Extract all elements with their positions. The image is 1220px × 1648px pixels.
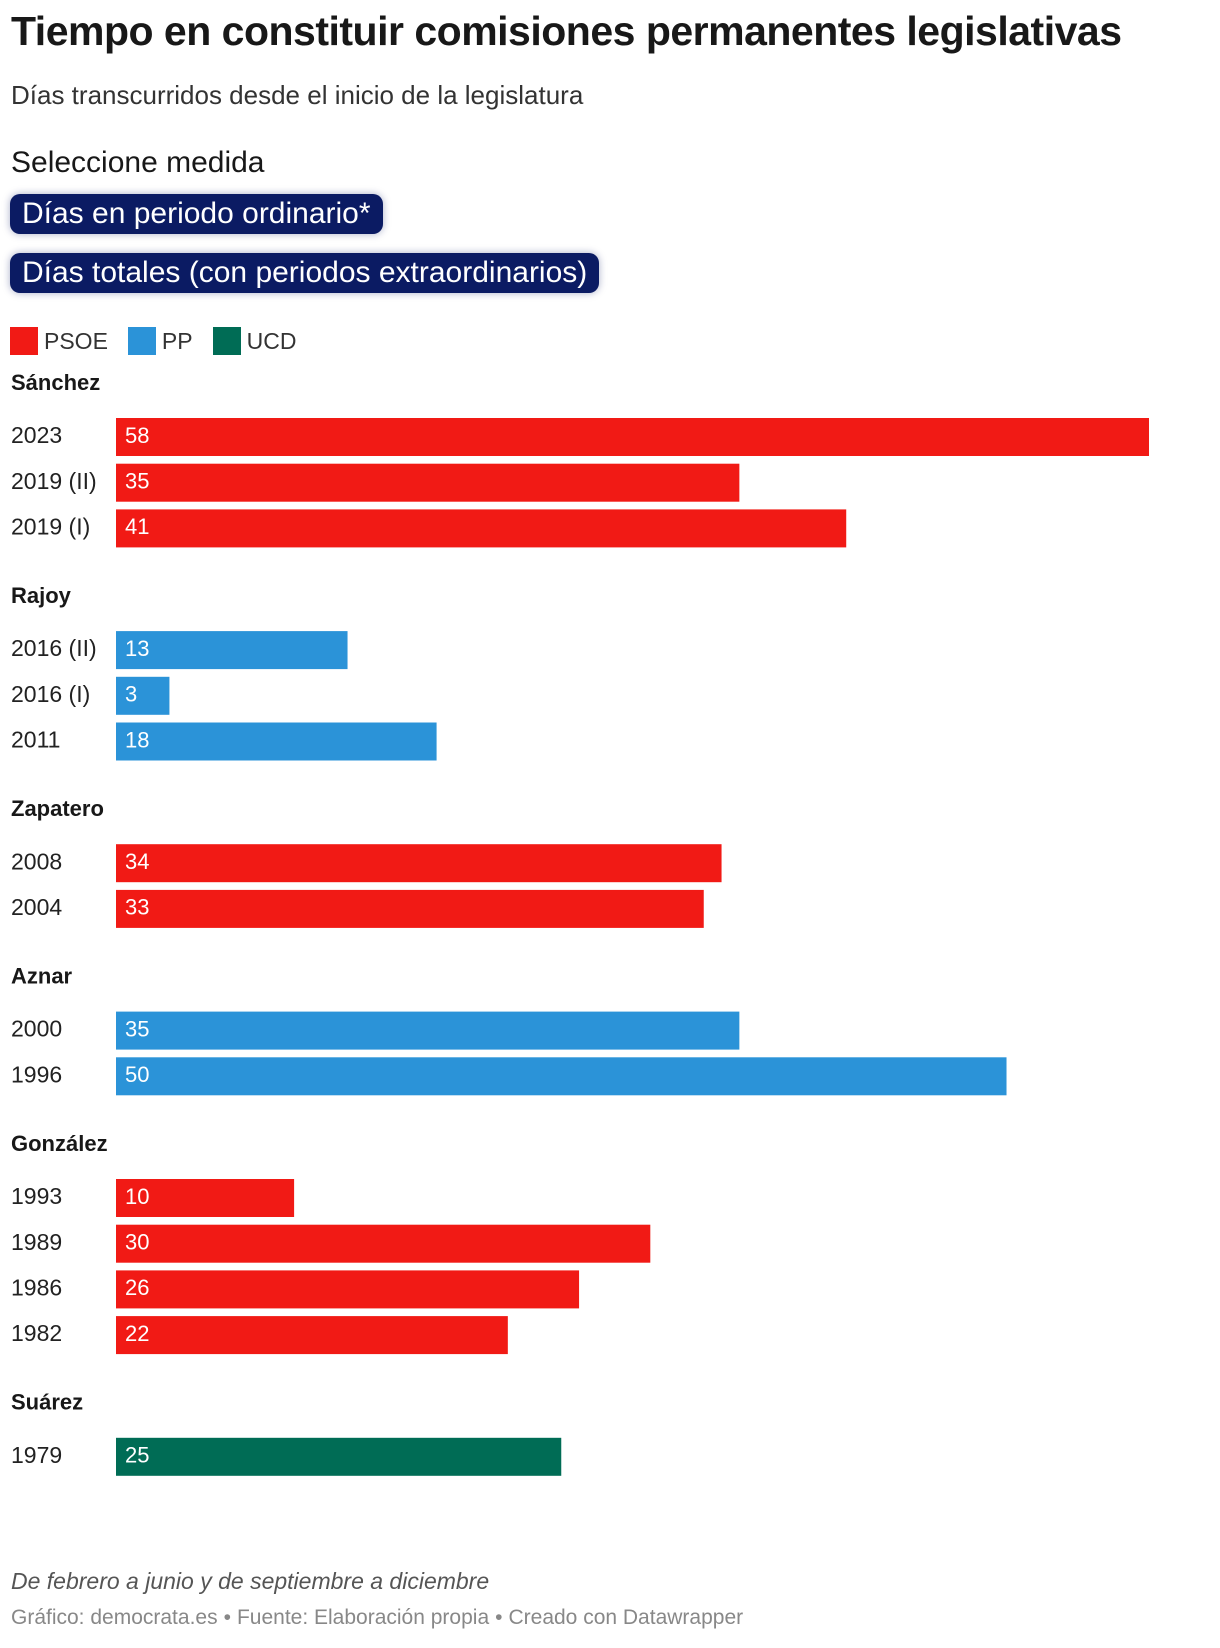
- bar-rajoy-2016-i: [116, 676, 170, 715]
- bar-sanchez-2023: [116, 418, 1149, 456]
- bar-value-label: 35: [125, 469, 149, 494]
- bar-gonzalez-1989: [116, 1224, 651, 1263]
- bar-value-label: 33: [125, 895, 149, 920]
- bar-value-label: 25: [125, 1443, 149, 1468]
- bar-gonzalez-1982: [116, 1316, 508, 1355]
- bar-value-label: 30: [125, 1230, 149, 1255]
- measure-selector-label: Seleccione medida: [11, 146, 265, 179]
- bar-sanchez-2019-ii: [116, 463, 740, 502]
- group-label-suarez: Suárez: [11, 1390, 83, 1415]
- category-label: 2011: [11, 727, 60, 753]
- category-label: 1982: [11, 1320, 62, 1346]
- credit-chart: Gráfico: democrata.es: [11, 1606, 218, 1629]
- category-label: 1993: [11, 1183, 62, 1209]
- category-label: 2004: [11, 894, 62, 920]
- bar-sanchez-2019-i: [116, 509, 847, 548]
- category-label: 1996: [11, 1061, 62, 1087]
- category-label: 1986: [11, 1274, 62, 1300]
- bar-chart: Sánchez 2023 58 2019 (II) 35 2019 (I) 41 Rajoy 2…: [11, 370, 1149, 1476]
- legend-item-psoe: PSOE: [10, 327, 108, 355]
- legend-item-pp: PP: [127, 327, 193, 355]
- group-label-aznar: Aznar: [11, 963, 73, 988]
- category-label: 2016 (II): [11, 635, 97, 661]
- bar-rajoy-2016-ii: [116, 631, 348, 670]
- bar-zapatero-2004: [116, 889, 704, 928]
- category-label: 2000: [11, 1016, 62, 1042]
- credit-separator: •: [495, 1606, 503, 1629]
- category-label: 1979: [11, 1442, 62, 1468]
- credit-source: Fuente: Elaboración propia: [236, 1606, 490, 1629]
- chart-title: Tiempo en constituir comisiones permanen…: [11, 8, 1122, 54]
- credit-tool: Creado con Datawrapper: [508, 1606, 744, 1629]
- bar-value-label: 13: [125, 636, 149, 661]
- category-label: 2016 (I): [11, 681, 90, 707]
- credit-separator: •: [223, 1606, 231, 1629]
- bar-value-label: 58: [125, 423, 149, 448]
- category-label: 2023: [11, 422, 62, 448]
- group-label-rajoy: Rajoy: [11, 583, 72, 608]
- bar-rajoy-2011: [116, 722, 437, 761]
- measure-option-total-days[interactable]: Días totales (con periodos extraordinari…: [10, 253, 600, 293]
- category-label: 2019 (I): [11, 513, 90, 539]
- group-label-zapatero: Zapatero: [11, 796, 104, 821]
- legend-swatch-pp: [127, 327, 156, 355]
- category-label: 2019 (II): [11, 468, 97, 494]
- bar-gonzalez-1993: [116, 1179, 295, 1217]
- category-label: 2008: [11, 848, 62, 874]
- bar-value-label: 22: [125, 1321, 149, 1346]
- chart-subtitle: Días transcurridos desde el inicio de la…: [11, 80, 584, 110]
- measure-option-ordinary-days[interactable]: Días en periodo ordinario*: [10, 194, 383, 234]
- legend-label-ucd: UCD: [246, 327, 297, 354]
- chart-legend: PSOE PP UCD: [10, 327, 316, 355]
- bar-value-label: 50: [125, 1062, 149, 1087]
- legend-label-psoe: PSOE: [44, 327, 108, 354]
- legend-swatch-ucd: [212, 327, 241, 355]
- bar-gonzalez-1986: [116, 1270, 580, 1309]
- bar-value-label: 10: [125, 1184, 149, 1209]
- bar-value-label: 41: [125, 514, 149, 539]
- bar-value-label: 3: [125, 682, 137, 707]
- bar-value-label: 26: [125, 1275, 149, 1300]
- bar-value-label: 18: [125, 727, 149, 752]
- bar-value-label: 34: [125, 849, 149, 874]
- group-label-sanchez: Sánchez: [11, 370, 100, 395]
- bar-value-label: 35: [125, 1016, 149, 1041]
- bar-aznar-2000: [116, 1011, 740, 1050]
- group-label-gonzalez: González: [11, 1131, 108, 1156]
- legend-label-pp: PP: [161, 327, 193, 354]
- bar-zapatero-2008: [116, 844, 722, 883]
- legend-swatch-psoe: [10, 327, 38, 355]
- category-label: 1989: [11, 1229, 62, 1255]
- footnote: De febrero a junio y de septiembre a dic…: [11, 1568, 490, 1594]
- bar-aznar-1996: [116, 1057, 1007, 1096]
- bar-suarez-1979: [116, 1437, 562, 1476]
- credits-footer: Gráfico: democrata.es • Fuente: Elaboració…: [11, 1606, 743, 1630]
- legend-item-ucd: UCD: [212, 327, 297, 355]
